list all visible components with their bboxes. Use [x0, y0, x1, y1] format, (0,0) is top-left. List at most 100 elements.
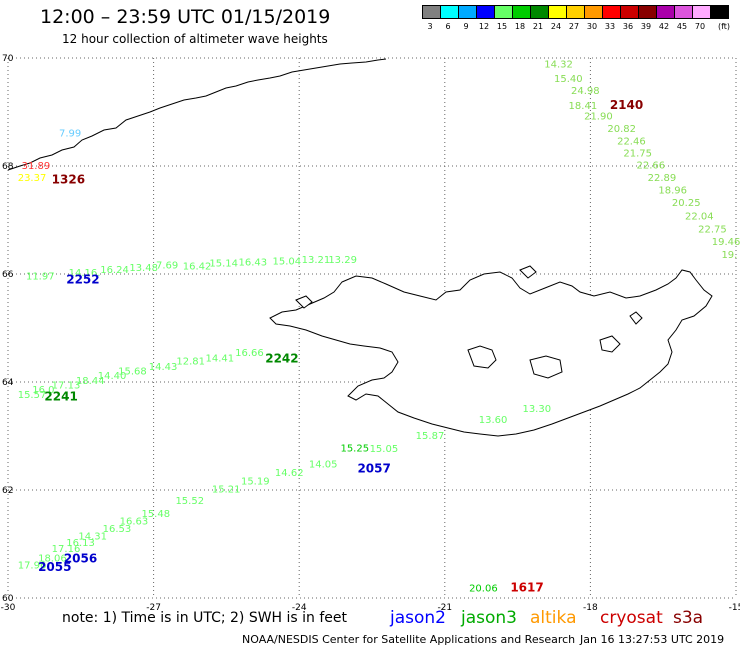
satellite-s3a: s3a [673, 608, 704, 628]
swh-value: 23.37 [18, 173, 47, 184]
legend-swatch [440, 5, 458, 19]
legend-label: 30 [586, 22, 598, 31]
legend-label: 21 [532, 22, 544, 31]
swh-value: 16.13 [66, 538, 95, 549]
swh-value: 11.97 [26, 271, 55, 282]
generated-time: Jan 16 13:27:53 UTC 2019 [580, 633, 725, 646]
swh-value: 17.96 [18, 560, 47, 571]
swh-value: 13.30 [522, 404, 551, 415]
legend-label: 9 [463, 22, 469, 31]
legend-swatch [548, 5, 566, 19]
swh-value: 14.62 [275, 468, 304, 479]
swh-value: 7.69 [156, 261, 178, 272]
legend-swatch [656, 5, 674, 19]
satellite-jason2: jason2 [390, 608, 446, 628]
swh-value: 14.41 [206, 353, 235, 364]
pass-time-label: 1617 [510, 581, 543, 595]
swh-value: 18.41 [569, 101, 598, 112]
swh-value: 16.0 [32, 385, 54, 396]
legend-label: 18 [514, 22, 526, 31]
swh-value: 20.25 [672, 198, 701, 209]
lon-tick-label: -15 [729, 603, 740, 613]
swh-value: 16.66 [235, 348, 264, 359]
lon-tick-label: -27 [146, 603, 161, 613]
legend-swatch [584, 5, 602, 19]
swh-value: 14.40 [98, 371, 127, 382]
credit-text: NOAA/NESDIS Center for Satellite Applica… [242, 633, 576, 646]
swh-value: 15.68 [118, 366, 147, 377]
lon-tick-label: -24 [292, 603, 307, 613]
pass-time-label: 2252 [66, 273, 99, 287]
swh-value: 22.66 [637, 161, 666, 172]
swh-value: 16.24 [100, 265, 129, 276]
lon-tick-label: -30 [1, 603, 16, 613]
swh-value: 14.43 [149, 362, 178, 373]
page-title: 12:00 – 23:59 UTC 01/15/2019 [40, 6, 331, 28]
legend-swatch [710, 5, 728, 19]
swh-value: 22.46 [617, 136, 646, 147]
legend-swatch [620, 5, 638, 19]
legend-label: 36 [622, 22, 634, 31]
lon-tick-label: -18 [583, 603, 598, 613]
page-subtitle: 12 hour collection of altimeter wave hei… [62, 32, 328, 46]
swh-value: 15.04 [273, 256, 302, 267]
swh-value: 18.06 [38, 553, 67, 564]
swh-value: 13.29 [328, 255, 357, 266]
lake-north [467, 345, 497, 369]
swh-value: 13.21 [302, 255, 331, 266]
legend-label: 15 [496, 22, 508, 31]
legend-swatch [458, 5, 476, 19]
swh-value: 17.13 [52, 380, 81, 391]
swh-value: 18.96 [658, 186, 687, 197]
swh-value: 15.05 [370, 444, 399, 455]
legend-unit: (ft) [718, 22, 731, 31]
swh-value: 22.04 [685, 211, 714, 222]
swh-value: 24.98 [571, 86, 600, 97]
swh-value: 15.21 [212, 485, 241, 496]
legend-swatch [566, 5, 584, 19]
swh-value: 31.89 [22, 161, 51, 172]
swh-value: 16.43 [239, 257, 268, 268]
swh-value: 20.06 [469, 584, 498, 595]
swh-value: 15.87 [416, 431, 445, 442]
swh-value: 15.40 [554, 74, 583, 85]
islet-east [629, 311, 643, 325]
footer-note: note: 1) Time is in UTC; 2) SWH is in fe… [62, 610, 348, 626]
legend-swatch [602, 5, 620, 19]
swh-value: 18.44 [76, 376, 105, 387]
pass-time-label: 2242 [265, 352, 298, 366]
swh-value: 12.81 [176, 357, 205, 368]
greenland-coastline [7, 58, 387, 171]
swh-value: 19.46 [712, 237, 740, 248]
swh-value: 16.42 [183, 262, 212, 273]
swh-value: 15.19 [241, 477, 270, 488]
swh-value: 21.90 [584, 112, 613, 123]
swh-value: 22.75 [698, 224, 727, 235]
legend-swatch [494, 5, 512, 19]
swh-value: 22.89 [648, 173, 677, 184]
pass-time-label: 2241 [44, 389, 77, 403]
swh-value: 15.14 [209, 258, 238, 269]
lon-tick-label: -21 [437, 603, 452, 613]
legend-label: 33 [604, 22, 616, 31]
pass-time-label: 2056 [64, 551, 97, 565]
swh-value: 7.99 [59, 128, 81, 139]
swh-value: 16.53 [103, 524, 132, 535]
legend-label: 70 [694, 22, 706, 31]
swh-value: 14.31 [78, 532, 107, 543]
lat-tick-label: 70 [2, 54, 14, 64]
satellite-altika: altika [530, 608, 577, 628]
legend-swatch [674, 5, 692, 19]
swh-value: 14.05 [309, 459, 338, 470]
legend-swatch [692, 5, 710, 19]
lat-tick-label: 60 [2, 594, 14, 604]
pass-time-label: 2140 [610, 98, 643, 112]
legend-label: 12 [478, 22, 490, 31]
swh-value: 15.48 [141, 509, 170, 520]
pass-time-label: 1326 [52, 172, 85, 186]
legend-label: 6 [445, 22, 451, 31]
legend-label: 45 [676, 22, 688, 31]
